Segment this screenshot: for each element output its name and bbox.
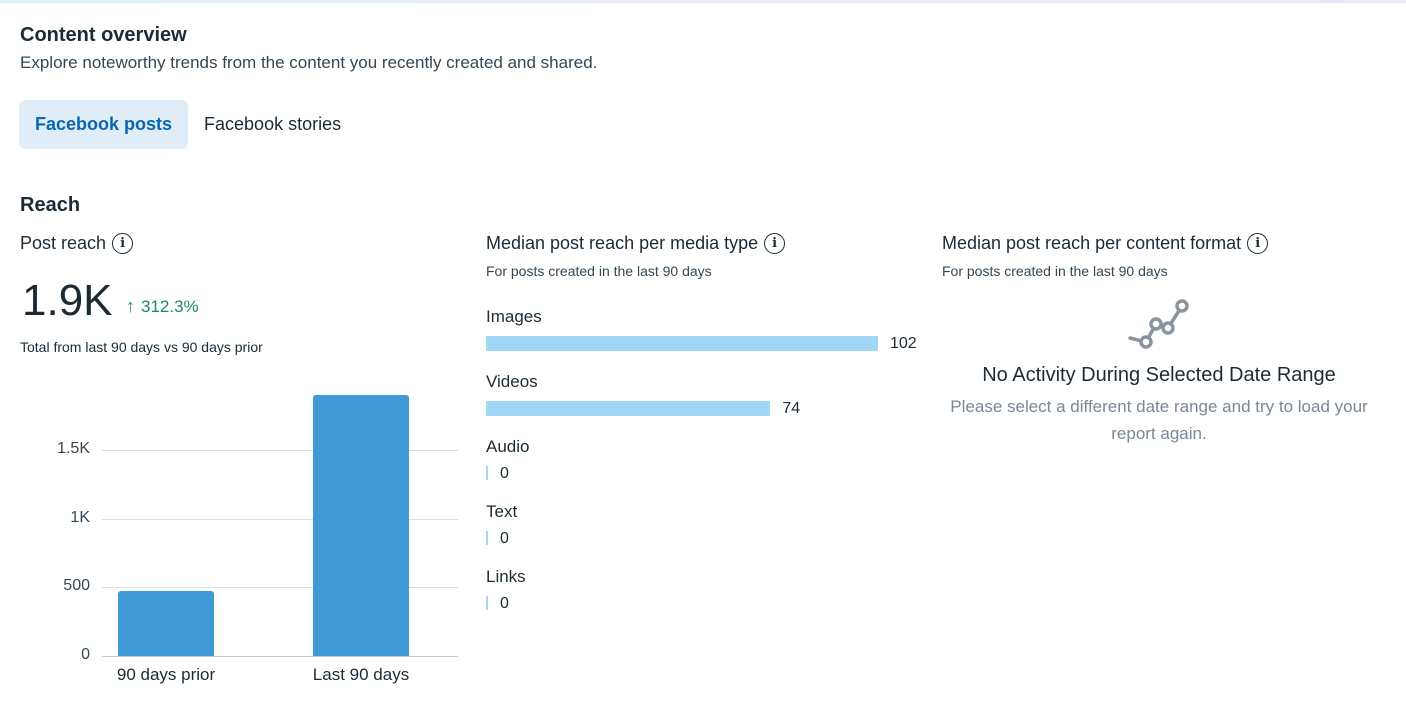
empty-state-description: Please select a different date range and… xyxy=(950,397,1368,443)
post-reach-title-row: Post reach i xyxy=(20,233,134,254)
media-type-value: 0 xyxy=(500,530,509,547)
y-tick-label: 1K xyxy=(70,509,90,526)
media-type-value: 102 xyxy=(890,335,917,352)
tab-facebook-posts[interactable]: Facebook posts xyxy=(19,100,189,149)
media-type-title: Median post reach per media type xyxy=(486,233,759,253)
post-reach-note: Total from last 90 days vs 90 days prior xyxy=(20,339,263,355)
section-title-reach: Reach xyxy=(20,194,81,216)
media-type-label: Links xyxy=(486,567,526,586)
info-icon[interactable]: i xyxy=(112,233,134,254)
y-tick-label: 0 xyxy=(81,646,90,663)
page-title: Content overview xyxy=(20,24,187,46)
media-type-bar[interactable] xyxy=(486,401,770,416)
trend-value: 312.3% xyxy=(141,296,199,316)
info-icon[interactable]: i xyxy=(764,233,786,254)
info-icon[interactable]: i xyxy=(1247,233,1269,254)
media-type-value: 0 xyxy=(500,465,509,482)
content-tabs: Facebook posts Facebook stories xyxy=(19,100,357,149)
reach-bar[interactable] xyxy=(313,395,409,656)
empty-state-title: No Activity During Selected Date Range xyxy=(982,364,1336,386)
y-tick-label: 500 xyxy=(63,577,90,594)
trend-indicator: ↑ 312.3% xyxy=(126,296,199,317)
top-accent-line xyxy=(0,0,1406,3)
page-subtitle: Explore noteworthy trends from the conte… xyxy=(20,53,598,72)
media-type-bar[interactable] xyxy=(486,336,878,351)
gridline xyxy=(102,450,458,451)
reach-bar[interactable] xyxy=(118,591,214,656)
line-chart-icon xyxy=(1128,299,1189,349)
gridline xyxy=(102,587,458,588)
media-type-label: Text xyxy=(486,502,518,521)
x-tick-label: Last 90 days xyxy=(312,665,410,684)
gridline xyxy=(102,519,458,520)
post-reach-title: Post reach xyxy=(20,233,107,253)
media-type-bar[interactable] xyxy=(486,531,488,545)
media-type-label: Videos xyxy=(486,372,538,391)
media-type-label: Images xyxy=(486,307,542,326)
media-type-bar[interactable] xyxy=(486,596,488,610)
media-type-bar[interactable] xyxy=(486,466,488,480)
media-type-value: 74 xyxy=(782,400,801,417)
post-reach-value: 1.9K xyxy=(22,276,113,325)
media-type-label: Audio xyxy=(486,437,530,456)
y-tick-label: 1.5K xyxy=(57,440,90,457)
tab-facebook-stories[interactable]: Facebook stories xyxy=(204,114,342,134)
x-axis-line xyxy=(102,656,458,657)
content-format-title: Median post reach per content format xyxy=(942,233,1242,253)
media-type-subtitle: For posts created in the last 90 days xyxy=(486,263,712,279)
content-format-title-row: Median post reach per content format i xyxy=(942,233,1269,254)
x-tick-label: 90 days prior xyxy=(116,665,216,684)
arrow-up-icon: ↑ xyxy=(126,296,135,316)
media-type-value: 0 xyxy=(500,595,509,612)
content-format-subtitle: For posts created in the last 90 days xyxy=(942,263,1168,279)
media-type-title-row: Median post reach per media type i xyxy=(486,233,786,254)
